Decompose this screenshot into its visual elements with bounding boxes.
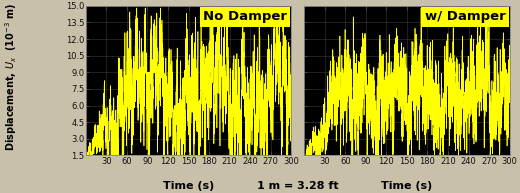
Text: 1 m = 3.28 ft: 1 m = 3.28 ft	[257, 181, 339, 191]
Text: w/ Damper: w/ Damper	[425, 10, 505, 23]
Text: Displacement, $U_x$  (10$^{-3}$ m): Displacement, $U_x$ (10$^{-3}$ m)	[4, 3, 19, 151]
Text: Time (s): Time (s)	[381, 181, 433, 191]
Text: Time (s): Time (s)	[163, 181, 214, 191]
Text: No Damper: No Damper	[203, 10, 287, 23]
